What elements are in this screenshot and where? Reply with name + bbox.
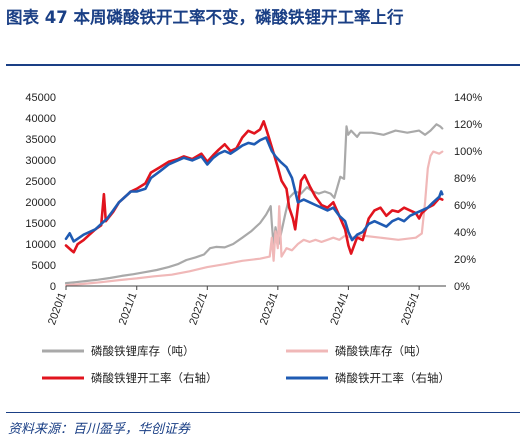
y-right-tick-label: 100% [454, 146, 482, 158]
series-line-1 [64, 150, 444, 287]
x-tick-label: 2024/1 [328, 291, 351, 327]
legend-label: 磷酸铁锂开工率（右轴） [91, 371, 218, 385]
y-right-tick-label: 20% [454, 254, 476, 266]
y-left-tick-label: 30000 [25, 155, 56, 167]
x-axis: 2020/1 2021/1 2022/1 2023/1 2024/1 2025/1 [46, 286, 422, 327]
y-right-tick-label: 0% [454, 281, 470, 293]
x-tick-label: 2023/1 [258, 291, 281, 327]
legend: 磷酸铁锂库存（吨） 磷酸铁库存（吨） 磷酸铁锂开工率（右轴） 磷酸铁开工率（右轴… [42, 344, 450, 385]
series-layer [64, 120, 444, 287]
source-note: 资料来源：百川盈孚，华创证券 [8, 422, 191, 437]
legend-label: 磷酸铁锂库存（吨） [91, 344, 195, 358]
legend-label: 磷酸铁库存（吨） [335, 344, 427, 358]
legend-label: 磷酸铁开工率（右轴） [335, 371, 450, 385]
title-divider [6, 64, 520, 66]
x-tick-label: 2021/1 [117, 291, 140, 327]
series-line-2 [64, 120, 444, 255]
chart-title: 图表 47 本周磷酸铁开工率不变，磷酸铁锂开工率上行 [6, 8, 404, 27]
chart: 45000 40000 35000 30000 25000 20000 15000 10000… [25, 92, 482, 385]
y-right-tick-label: 40% [454, 227, 476, 239]
y-left-tick-label: 25000 [25, 176, 56, 188]
footer-divider [6, 412, 520, 413]
x-tick-label: 2020/1 [46, 291, 69, 327]
y-left-tick-label: 15000 [25, 218, 56, 230]
y-axis-left: 45000 40000 35000 30000 25000 20000 15000 10000… [25, 92, 56, 293]
y-right-tick-label: 140% [454, 92, 482, 104]
y-right-tick-label: 120% [454, 119, 482, 131]
x-tick-label: 2022/1 [187, 291, 210, 327]
legend-item-lfp-inventory: 磷酸铁锂库存（吨） [42, 344, 195, 358]
y-right-tick-label: 80% [454, 173, 476, 185]
series-line-3 [64, 136, 444, 243]
legend-item-fp-inventory: 磷酸铁库存（吨） [286, 344, 427, 358]
legend-item-fp-utilization: 磷酸铁开工率（右轴） [286, 371, 450, 385]
y-left-tick-label: 5000 [32, 260, 56, 272]
y-left-tick-label: 35000 [25, 134, 56, 146]
x-tick-label: 2025/1 [399, 291, 422, 327]
series-line-0 [64, 123, 444, 285]
y-axis-right: 140% 120% 100% 80% 60% 40% 20% 0% [454, 92, 482, 293]
y-left-tick-label: 40000 [25, 113, 56, 125]
y-right-tick-label: 60% [454, 200, 476, 212]
y-left-tick-label: 20000 [25, 197, 56, 209]
y-left-tick-label: 45000 [25, 92, 56, 104]
y-left-tick-label: 10000 [25, 239, 56, 251]
legend-item-lfp-utilization: 磷酸铁锂开工率（右轴） [42, 371, 218, 385]
y-left-tick-label: 0 [50, 281, 56, 293]
